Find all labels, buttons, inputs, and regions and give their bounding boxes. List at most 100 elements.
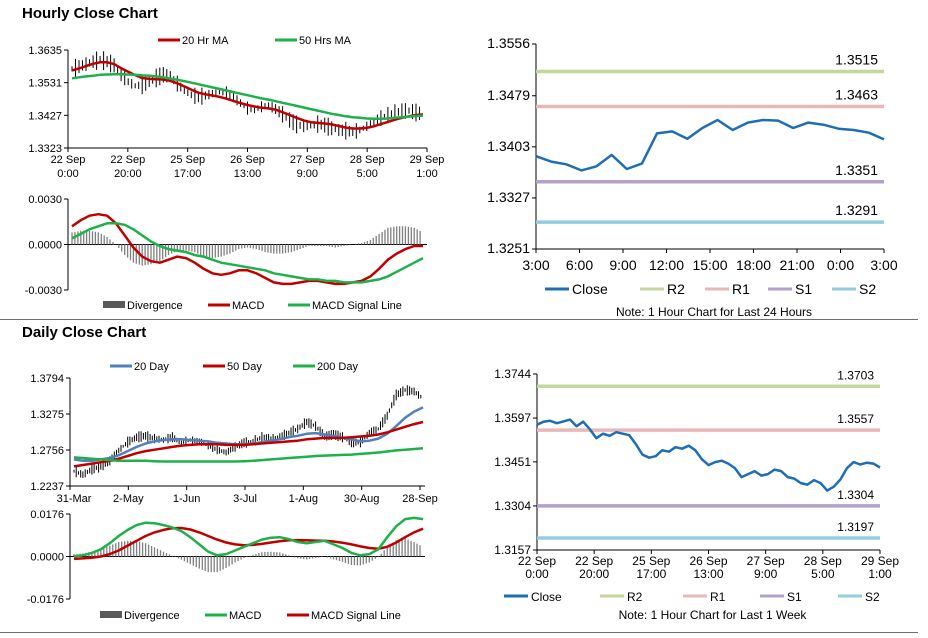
- hourly-pivot-ytick-label: 1.3327: [487, 189, 530, 205]
- daily-macd-legend-label: MACD: [229, 610, 261, 622]
- daily-price-xtick-label: 30-Aug: [344, 493, 379, 505]
- hourly-macd-signal-legend-label: MACD Signal Line: [312, 300, 402, 312]
- daily-pivot-xtick-label: 29 Sep: [861, 554, 899, 568]
- hourly-pivot-xtick-label: 15:00: [692, 257, 727, 273]
- hourly-pivot-ytick-label: 1.3251: [487, 240, 530, 256]
- daily-pivot-xtick-label: 27 Sep: [747, 554, 785, 568]
- hourly-pivot-note: Note: 1 Hour Chart for Last 24 Hours: [616, 305, 812, 319]
- hourly-price-xtick-label: 0:00: [57, 168, 78, 180]
- hourly-pivot-legend-label: S1: [795, 281, 812, 297]
- daily-pivot-legend-label: S2: [865, 590, 880, 604]
- hourly-price-xtick-label: 28 Sep: [350, 154, 385, 166]
- hourly-macd-signal-line: [71, 222, 424, 284]
- daily-pivot-ytick-label: 1.3744: [494, 367, 531, 381]
- daily-macd-signal-legend-label: MACD Signal Line: [311, 610, 401, 622]
- hourly-pivot-xtick-label: 18:00: [736, 257, 771, 273]
- hourly-price-xtick-label: 22 Sep: [51, 154, 86, 166]
- hourly-pivot-s2-value: 1.3291: [835, 202, 878, 218]
- daily-divergence-legend-swatch: [100, 611, 122, 618]
- daily-price-xtick-label: 3-Jul: [233, 493, 257, 505]
- daily-pivot-ytick-label: 1.3597: [494, 411, 531, 425]
- hourly-pivot-ytick-label: 1.3479: [487, 87, 530, 103]
- daily-pivot-xtick-label: 1:00: [868, 567, 892, 581]
- daily-200day-ma-line: [73, 447, 424, 463]
- daily-pivot-r1-value: 1.3557: [837, 412, 874, 426]
- hourly-20hr-ma-line: [71, 61, 424, 130]
- hourly-price-ytick-label: 1.3427: [28, 110, 62, 122]
- daily-pivot-s2-value: 1.3197: [837, 520, 874, 534]
- hourly-macd-legend-label: MACD: [232, 300, 264, 312]
- daily-pivot-note: Note: 1 Hour Chart for Last 1 Week: [619, 608, 808, 622]
- hourly-price-xtick-label: 29 Sep: [410, 154, 445, 166]
- hourly-pivot-close-line: [535, 118, 885, 172]
- daily-macd-ytick-label: 0.0176: [30, 509, 64, 521]
- hourly-pivot-legend-label: Close: [572, 281, 608, 297]
- hourly-price-xtick-label: 13:00: [234, 168, 262, 180]
- hourly-pivot-xtick-label: 9:00: [609, 257, 636, 273]
- daily-pivot-xtick-label: 17:00: [636, 567, 666, 581]
- hourly-50hr-ma-legend-label: 50 Hrs MA: [299, 35, 352, 47]
- hourly-pivot-s1-value: 1.3351: [835, 162, 878, 178]
- hourly-price-ytick-label: 1.3635: [28, 45, 62, 57]
- hourly-price-xtick-label: 20:00: [114, 168, 142, 180]
- daily-price-xtick-label: 28-Sep: [402, 493, 437, 505]
- hourly-pivot-xtick-label: 12:00: [649, 257, 684, 273]
- daily-pivot-legend-label: Close: [531, 590, 562, 604]
- hourly-pivot-xtick-label: 3:00: [522, 257, 549, 273]
- daily-price-xtick-label: 1-Aug: [289, 493, 318, 505]
- hourly-pivot-legend-label: S2: [859, 281, 876, 297]
- daily-pivot-xtick-label: 9:00: [754, 567, 778, 581]
- hourly-pivot-ytick-label: 1.3403: [487, 138, 530, 154]
- daily-pivot-xtick-label: 28 Sep: [804, 554, 842, 568]
- daily-50day-ma-line: [73, 420, 424, 468]
- daily-20day-legend-label: 20 Day: [134, 361, 169, 373]
- hourly-price-xtick-label: 26 Sep: [230, 154, 265, 166]
- daily-pivot-ytick-label: 1.3451: [494, 455, 531, 469]
- daily-macd-line: [73, 516, 424, 558]
- daily-pivot-r2-value: 1.3703: [837, 368, 874, 382]
- daily-pivot-xtick-label: 0:00: [525, 567, 549, 581]
- hourly-price-xtick-label: 9:00: [297, 168, 318, 180]
- daily-price-ytick-label: 1.2756: [30, 445, 64, 457]
- hourly-price-xtick-label: 27 Sep: [290, 154, 325, 166]
- hourly-macd-line: [71, 212, 423, 286]
- hourly-pivot-legend-label: R2: [667, 281, 685, 297]
- daily-price-xtick-label: 1-Jun: [173, 493, 201, 505]
- hourly-pivot-xtick-label: 0:00: [827, 257, 854, 273]
- hourly-price-xtick-label: 17:00: [174, 168, 202, 180]
- hourly-pivot-r1-value: 1.3463: [835, 87, 878, 103]
- hourly-price-xtick-label: 25 Sep: [170, 154, 205, 166]
- hourly-section-title: Hourly Close Chart: [22, 5, 158, 22]
- hourly-pivot-xtick-label: 3:00: [870, 257, 897, 273]
- hourly-pivot-ytick-label: 1.3556: [487, 35, 530, 51]
- daily-pivot-close-line: [536, 418, 881, 492]
- hourly-price-ytick-label: 1.3323: [28, 143, 62, 155]
- section-divider: [0, 319, 918, 320]
- daily-pivot-s1-value: 1.3304: [837, 488, 874, 502]
- daily-50day-legend-label: 50 Day: [227, 361, 262, 373]
- daily-price-ytick-label: 1.3275: [30, 409, 64, 421]
- hourly-price-xtick-label: 5:00: [356, 168, 377, 180]
- hourly-macd-ytick-label: 0.0030: [28, 194, 62, 206]
- bottom-divider: [0, 632, 918, 633]
- daily-price-ytick-label: 1.2237: [30, 481, 64, 493]
- daily-section-title: Daily Close Chart: [22, 324, 147, 341]
- daily-200day-legend-label: 200 Day: [317, 361, 358, 373]
- daily-macd-ytick-label: 0.0000: [30, 552, 64, 564]
- daily-price-xtick-label: 2-May: [113, 493, 144, 505]
- daily-divergence-legend-label: Divergence: [124, 610, 180, 622]
- daily-pivot-xtick-label: 5:00: [811, 567, 835, 581]
- hourly-divergence-legend-swatch: [103, 301, 125, 308]
- daily-pivot-ytick-label: 1.3157: [494, 543, 531, 557]
- hourly-price-xtick-label: 22 Sep: [110, 154, 145, 166]
- hourly-macd-ytick-label: -0.0030: [25, 285, 62, 297]
- hourly-price-xtick-label: 1:00: [416, 168, 437, 180]
- daily-price-xtick-label: 31-Mar: [57, 493, 92, 505]
- hourly-pivot-xtick-label: 6:00: [566, 257, 593, 273]
- daily-price-ytick-label: 1.3794: [30, 373, 64, 385]
- daily-pivot-xtick-label: 13:00: [693, 567, 723, 581]
- hourly-50hr-ma-line: [71, 72, 424, 121]
- daily-pivot-xtick-label: 20:00: [579, 567, 609, 581]
- daily-pivot-xtick-label: 22 Sep: [575, 554, 613, 568]
